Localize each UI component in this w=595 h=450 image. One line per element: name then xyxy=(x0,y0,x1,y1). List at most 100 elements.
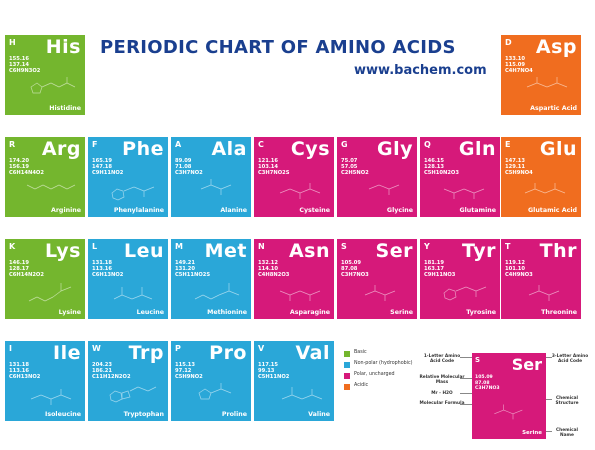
molecular-formula: C9H11NO2 xyxy=(92,170,124,176)
tile-glu[interactable]: E Glu 147.13 129.11 C5H9NO4 Glutamic Aci… xyxy=(501,137,581,217)
legend-swatch-nonpolar xyxy=(344,362,350,368)
key-label-one-letter: 1-Letter Amino Acid Code xyxy=(423,354,461,364)
tile-ala[interactable]: A Ala 89.09 71.08 C3H7NO2 Alanine xyxy=(171,137,251,217)
three-letter-code: Thr xyxy=(539,240,577,262)
tile-data: 119.12 101.10 C4H9NO3 xyxy=(505,260,533,278)
mass-minus-water: 156.19 xyxy=(9,164,30,170)
amino-acid-name: Glutamic Acid xyxy=(528,207,577,214)
one-letter-code: S xyxy=(475,356,481,364)
tile-asp[interactable]: D Asp 133.10 115.09 C4H7NO4 Aspartic Aci… xyxy=(501,35,581,115)
key-leader-line xyxy=(546,399,552,400)
tile-thr[interactable]: T Thr 119.12 101.10 C4H9NO3 Threonine xyxy=(501,239,581,319)
mass-minus-water: 113.16 xyxy=(9,368,30,374)
key-example-tile: S Ser 105.09 87.08 C3H7NO3 Serine xyxy=(472,353,546,439)
molecular-formula: C5H11NO2 xyxy=(258,374,290,380)
one-letter-code: V xyxy=(258,344,265,353)
chemical-structure-icon xyxy=(279,290,321,301)
tile-gly[interactable]: G Gly 75.07 57.05 C2H5NO2 Glycine xyxy=(337,137,417,217)
one-letter-code: H xyxy=(9,38,16,47)
key-leader-line xyxy=(460,404,474,405)
chemical-structure-icon xyxy=(28,283,72,302)
one-letter-code: S xyxy=(341,242,347,251)
three-letter-code: Arg xyxy=(41,138,81,160)
tile-asn[interactable]: N Asn 132.12 114.10 C4H8N2O3 Asparagine xyxy=(254,239,334,319)
mass-minus-water: 128.17 xyxy=(9,266,30,272)
three-letter-code: Tyr xyxy=(462,240,496,262)
three-letter-code: Asp xyxy=(535,36,577,58)
chemical-structure-icon xyxy=(109,386,157,403)
key-label-mr-minus-water: Mr - H2O xyxy=(431,391,453,396)
mass-minus-water: 114.10 xyxy=(258,266,279,272)
molecular-formula: C2H5NO2 xyxy=(341,170,369,176)
relative-mass: 132.12 xyxy=(258,260,279,266)
page-title: PERIODIC CHART OF AMINO ACIDS xyxy=(100,37,456,58)
mass-minus-water: 103.14 xyxy=(258,164,279,170)
tile-val[interactable]: V Val 117.15 99.13 C5H11NO2 Valine xyxy=(254,341,334,421)
tile-tyr[interactable]: Y Tyr 181.19 163.17 C9H11NO3 Tyrosine xyxy=(420,239,500,319)
amino-acid-name: Serine xyxy=(522,430,542,436)
tile-ile[interactable]: I Ile 131.18 113.16 C6H13NO2 Isoleucine xyxy=(5,341,85,421)
tile-ser[interactable]: S Ser 105.09 87.08 C3H7NO3 Serine xyxy=(337,239,417,319)
tile-data: 165.19 147.18 C9H11NO2 xyxy=(92,158,123,176)
relative-mass: 146.15 xyxy=(424,158,445,164)
tile-data: 105.09 87.08 C3H7NO3 xyxy=(475,375,500,392)
amino-acid-name: Threonine xyxy=(541,309,577,316)
tile-data: 149.21 131.20 C5H11NO2S xyxy=(175,260,210,278)
three-letter-code: Met xyxy=(204,240,247,262)
relative-mass: 181.19 xyxy=(424,260,445,266)
chemical-structure-icon xyxy=(111,186,155,201)
tile-trp[interactable]: W Trp 204.23 186.21 C11H12N2O2 Tryptopha… xyxy=(88,341,168,421)
tile-data: 155.16 137.14 C6H9N3O2 xyxy=(9,56,40,74)
tile-arg[interactable]: R Arg 174.20 156.19 C6H14N4O2 Arginine xyxy=(5,137,85,217)
tile-met[interactable]: M Met 149.21 131.20 C5H11NO2S Methionine xyxy=(171,239,251,319)
one-letter-code: A xyxy=(175,140,182,149)
amino-acid-name: Tryptophan xyxy=(123,411,164,418)
tile-gln[interactable]: Q Gln 146.15 128.13 C5H10N2O3 Glutamine xyxy=(420,137,500,217)
one-letter-code: W xyxy=(92,344,101,353)
website-link[interactable]: www.bachem.com xyxy=(354,63,487,78)
legend-label: Acidic xyxy=(354,383,369,388)
three-letter-code: Cys xyxy=(290,138,330,160)
relative-mass: 165.19 xyxy=(92,158,113,164)
tile-pro[interactable]: P Pro 115.13 97.12 C5H9NO2 Proline xyxy=(171,341,251,421)
mass-minus-water: 71.08 xyxy=(175,164,192,170)
amino-acid-name: Leucine xyxy=(136,309,164,316)
tile-phe[interactable]: F Phe 165.19 147.18 C9H11NO2 Phenylalani… xyxy=(88,137,168,217)
mass-minus-water: 97.12 xyxy=(175,368,192,374)
key-label-structure: Chemical Structure xyxy=(555,396,579,406)
tile-data: 174.20 156.19 C6H14N4O2 xyxy=(9,158,44,176)
legend-label: Basic xyxy=(354,350,367,355)
relative-mass: 174.20 xyxy=(9,158,30,164)
three-letter-code: Lys xyxy=(44,240,81,262)
molecular-formula: C5H9NO4 xyxy=(505,170,533,176)
tile-cys[interactable]: C Cys 121.16 103.14 C3H7NO2S Cysteine xyxy=(254,137,334,217)
tile-data: 131.18 113.16 C6H13NO2 xyxy=(92,260,123,278)
chemical-structure-icon xyxy=(26,184,76,190)
tile-his[interactable]: H His 155.16 137.14 C6H9N3O2 Histidine xyxy=(5,35,85,115)
tile-data: 204.23 186.21 C11H12N2O2 xyxy=(92,362,131,380)
mass-minus-water: 101.10 xyxy=(505,266,526,272)
amino-acid-name: Serine xyxy=(390,309,413,316)
key-label-relative-mass: Relative Molecular Mass xyxy=(419,375,465,385)
legend-item-polar: Polar, uncharged xyxy=(344,372,424,383)
chemical-structure-icon xyxy=(198,383,232,400)
mass-minus-water: 137.14 xyxy=(9,62,30,68)
one-letter-code: F xyxy=(92,140,98,149)
amino-acid-name: Glutamine xyxy=(459,207,496,214)
mass-minus-water: 163.17 xyxy=(424,266,445,272)
relative-mass: 121.16 xyxy=(258,158,279,164)
tile-data: 132.12 114.10 C4H8N2O3 xyxy=(258,260,289,278)
key-label-formula: Molecular Formula xyxy=(419,401,465,406)
amino-acid-name: Valine xyxy=(308,411,330,418)
tile-data: 105.09 87.08 C3H7NO3 xyxy=(341,260,369,278)
tile-lys[interactable]: K Lys 146.19 128.17 C6H14N2O2 Lysine xyxy=(5,239,85,319)
chemical-structure-icon xyxy=(194,283,240,300)
tile-data: 117.15 99.13 C5H11NO2 xyxy=(258,362,289,380)
tile-leu[interactable]: L Leu 131.18 113.16 C6H13NO2 Leucine xyxy=(88,239,168,319)
one-letter-code: E xyxy=(505,140,511,149)
amino-acid-name: Lysine xyxy=(58,309,81,316)
mass-minus-water: 186.21 xyxy=(92,368,113,374)
chemical-structure-icon xyxy=(30,389,72,405)
key-leader-line xyxy=(546,431,552,432)
legend-label: Non-polar (hydrophobic) xyxy=(354,361,413,366)
